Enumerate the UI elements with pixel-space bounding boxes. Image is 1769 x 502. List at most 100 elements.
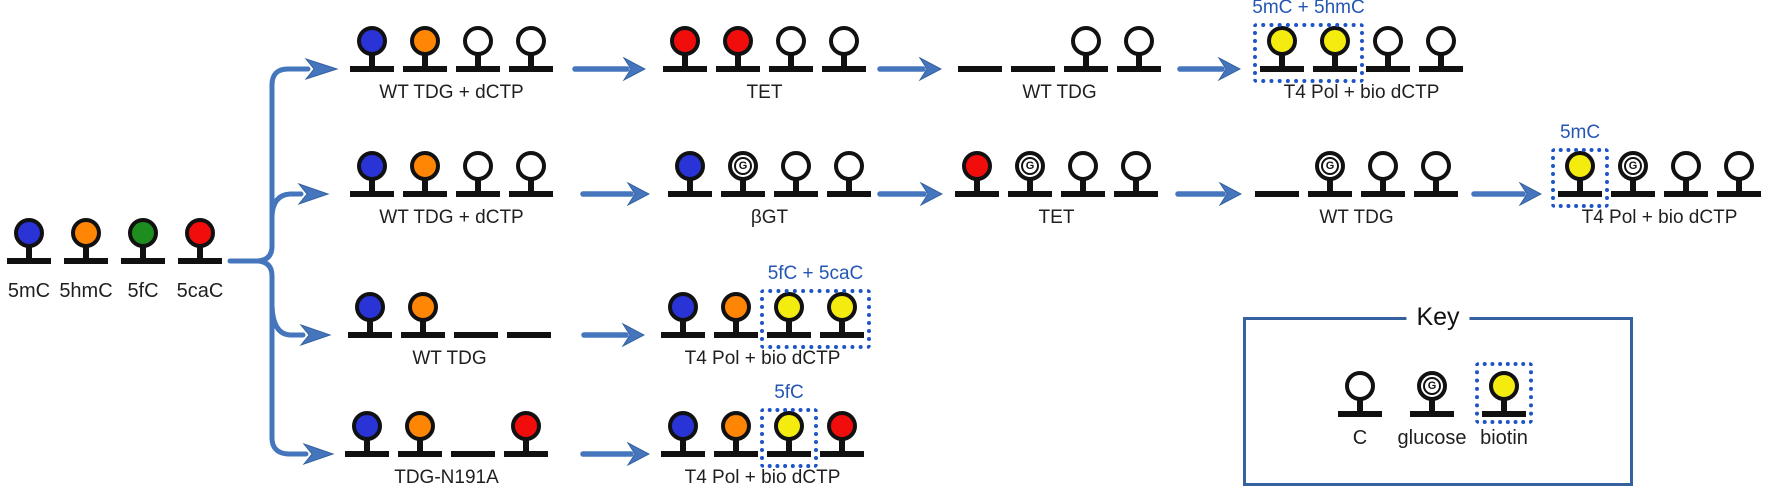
strand-segment	[661, 451, 705, 457]
lollipop-stem	[680, 319, 686, 333]
dna-unit-white	[827, 151, 871, 197]
lollipop-stem	[786, 319, 792, 333]
glucose-base-icon: G	[1618, 151, 1648, 181]
strand-segment	[350, 191, 394, 197]
reaction-step: WT TDG	[958, 26, 1161, 103]
strand-segment	[958, 66, 1002, 72]
dna-unit-bare	[451, 411, 495, 457]
dna-unit-bare	[507, 292, 551, 338]
step-label: T4 Pol + bio dCTP	[1283, 82, 1440, 103]
flow-arrow	[877, 181, 943, 207]
dna-unit-white	[1061, 151, 1105, 197]
strand-segment	[507, 332, 551, 338]
dna-unit-blue	[661, 292, 705, 338]
lollipop-stem	[680, 438, 686, 452]
lollipop-stem	[1736, 178, 1742, 192]
key-item-label: C	[1352, 427, 1368, 449]
lollipop-stem	[740, 178, 746, 192]
lollipop-stem	[786, 438, 792, 452]
lollipop-stem	[735, 53, 741, 67]
orange-base-icon	[71, 218, 101, 248]
dna-unit-white	[1114, 151, 1158, 197]
strand-segment	[348, 332, 392, 338]
lollipop-stem	[26, 245, 32, 259]
strand-segment	[1664, 191, 1708, 197]
strand-segment	[1117, 66, 1161, 72]
lollipop-stem	[1136, 53, 1142, 67]
dna-unit-red	[955, 151, 999, 197]
lollipop-stem	[974, 178, 980, 192]
green-base-icon	[128, 218, 158, 248]
yellow-base-icon	[1489, 371, 1519, 401]
yellow-base-icon	[827, 292, 857, 322]
strand-segment	[774, 191, 818, 197]
strand-segment	[1313, 66, 1357, 72]
highlight-caption: 5mC	[1559, 122, 1601, 143]
lollipop-stem	[1327, 178, 1333, 192]
white-base-icon	[1373, 26, 1403, 56]
dna-unit-bare	[958, 26, 1002, 72]
strand-segment	[451, 451, 495, 457]
step-label: WT TDG	[1319, 207, 1394, 228]
glucose-base-icon: G	[1015, 151, 1045, 181]
strand-segment	[1717, 191, 1761, 197]
lollipop-stem	[475, 53, 481, 67]
white-base-icon	[1426, 26, 1456, 56]
dna-unit-blue	[7, 218, 51, 264]
dna-unit-yellow	[820, 292, 864, 338]
lollipop-stem	[682, 53, 688, 67]
lollipop-stem	[528, 53, 534, 67]
biotin-highlight-box	[760, 289, 871, 349]
glucose-base-icon: G	[1315, 151, 1345, 181]
lollipop-stem	[733, 438, 739, 452]
glucose-g-mark: G	[1321, 157, 1339, 175]
reaction-step: WT TDG + dCTP	[350, 151, 553, 228]
lollipop-stem	[733, 319, 739, 333]
source-base-label: 5hmC	[59, 280, 113, 302]
white-base-icon	[776, 26, 806, 56]
dna-unit-blue	[348, 292, 392, 338]
flow-arrow	[1175, 181, 1242, 207]
strand-segment	[401, 332, 445, 338]
glucose-g-mark: G	[1624, 157, 1642, 175]
highlight-caption: 5mC + 5hmC	[1252, 0, 1365, 18]
branch-brace-arrows	[227, 58, 339, 466]
strand-segment	[822, 66, 866, 72]
lollipop-stem	[422, 53, 428, 67]
strand-segment	[955, 191, 999, 197]
strand-segment	[1308, 191, 1352, 197]
biotin-highlight-box	[1551, 148, 1609, 208]
lollipop-stem	[523, 438, 529, 452]
strand-segment	[1255, 191, 1299, 197]
yellow-base-icon	[1320, 26, 1350, 56]
reaction-step: TDG-N191A	[345, 411, 548, 488]
biotin-highlight-box	[760, 408, 818, 468]
arrowhead-icon	[1218, 181, 1242, 207]
arrowhead-icon	[1518, 181, 1542, 207]
arrowhead-icon	[919, 181, 943, 207]
white-base-icon	[1671, 151, 1701, 181]
strand-segment	[509, 66, 553, 72]
flow-arrow	[877, 56, 942, 82]
strand-segment	[456, 66, 500, 72]
white-base-icon	[463, 151, 493, 181]
lollipop-stem	[1429, 398, 1435, 412]
white-base-icon	[1121, 151, 1151, 181]
orange-base-icon	[721, 411, 751, 441]
dna-unit-orange	[403, 26, 447, 72]
dna-unit-bare	[454, 292, 498, 338]
strand-segment	[714, 332, 758, 338]
lollipop-stem	[1385, 53, 1391, 67]
lollipop-stem	[420, 319, 426, 333]
dna-unit-glucose: G	[1008, 151, 1052, 197]
reaction-step: 5fC T4 Pol + bio dCTP	[661, 382, 864, 488]
dna-unit-white	[1414, 151, 1458, 197]
strand-segment	[350, 66, 394, 72]
dna-unit-glucose: G	[1410, 371, 1454, 417]
lollipop-stem	[1630, 178, 1636, 192]
strand-segment	[1011, 66, 1055, 72]
white-base-icon	[1071, 26, 1101, 56]
orange-base-icon	[410, 151, 440, 181]
